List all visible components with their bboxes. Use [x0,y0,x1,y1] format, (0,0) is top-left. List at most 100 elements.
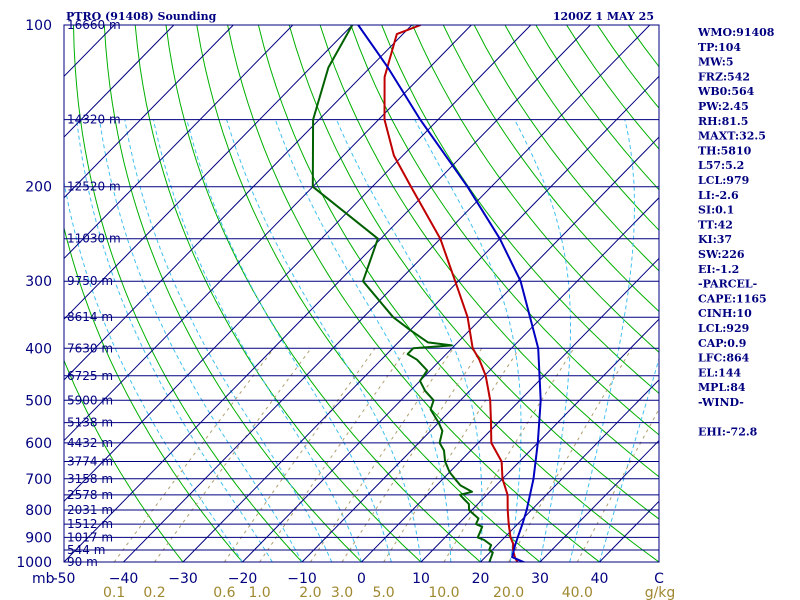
temperature-tick-label: 10 [412,571,430,587]
isotherm-line [123,25,651,562]
moist-adiabat-line [64,179,243,562]
height-label: 2578 m [67,488,113,502]
temperature-tick-label: 20 [472,571,490,587]
height-label: 544 m [67,543,105,557]
height-label: 12520 m [67,180,121,194]
moist-adiabat-line [153,119,362,562]
mixing-ratio-tick-label: 5.0 [372,585,394,600]
pressure-tick-label: 300 [25,274,52,290]
moist-adiabat-line [124,119,333,562]
temperature-tick-label: −30 [168,571,198,587]
mixing-ratio-tick-label: 0.1 [103,585,125,600]
isotherm-line [64,25,413,381]
moist-adiabat-line [569,119,635,562]
isotherm-line [182,75,659,562]
moist-adiabat-line [76,119,273,562]
height-label: 11030 m [67,232,121,246]
pressure-tick-label: 600 [25,436,52,452]
height-label: 2031 m [67,503,113,517]
stat-line: LI:-2.6 [698,189,739,202]
isotherm-line [64,25,175,138]
station-title: PTRO (91408) Sounding [66,10,217,23]
stat-line: CINH:10 [698,307,752,320]
mixing-ratio-tick-label: 0.6 [213,585,235,600]
stat-line: FRZ:542 [698,70,750,83]
mixing-ratio-tick-label: 0.2 [143,585,165,600]
stat-line: WB0:564 [697,85,755,98]
height-label: 3158 m [67,472,113,486]
moist-adiabat-line [274,119,452,562]
temperature-tick-label: 40 [591,571,609,587]
moist-adiabat-line [414,119,522,562]
pressure-tick-label: 200 [25,180,52,196]
height-label: 9750 m [67,274,113,288]
stat-line: EHI:-72.8 [698,426,758,439]
height-label: 1017 m [67,530,113,544]
stat-line: KI:37 [698,233,732,246]
temperature-tick-label: −10 [287,571,317,587]
temperature-tick-label: 30 [531,571,549,587]
height-label: 3774 m [67,455,113,469]
mixing-ratio-line [223,348,376,562]
isotherm-line [64,25,234,199]
mixing-ratio-unit-label: g/kg [645,585,676,600]
dry-adiabat-line [134,25,422,562]
stat-line: MW:5 [698,56,734,69]
height-label: 8614 m [67,310,113,324]
mixing-ratio-line [113,347,275,562]
height-label: 7630 m [67,341,113,355]
dewpoint-line [311,25,494,562]
temperature-tick-label: -50 [53,571,76,587]
isotherm-line [242,136,659,562]
moist-adiabat-line [514,119,571,562]
temperature-unit-label: C [654,571,664,587]
moist-adiabat-line [226,119,422,562]
stat-line: SW:226 [698,248,745,261]
stat-line: -WIND- [698,396,744,409]
pressure-tick-label: 1000 [16,555,52,571]
stat-line: L57:5.2 [698,159,744,172]
height-label: 5138 m [67,416,113,430]
height-label: 16660 m [67,18,121,32]
stat-line: TP:104 [698,41,741,54]
isotherm-line [64,25,532,503]
stat-line: LCL:929 [698,322,749,335]
pressure-tick-label: 800 [25,503,52,519]
stat-line: EI:-1.2 [698,263,739,276]
isotherm-line [64,25,353,320]
pressure-tick-label: 500 [25,393,52,409]
stat-line: SI:0.1 [698,204,734,217]
isotherm-line [64,25,294,260]
height-label: 90 m [67,555,98,569]
mixing-ratio-line [309,348,454,562]
moist-adiabat-line [99,119,303,562]
stat-line: RH:81.5 [698,115,748,128]
stat-line: CAP:0.9 [698,337,746,350]
isotherm-line [64,25,591,562]
pressure-unit-label: mb [32,571,55,587]
mixing-ratio-line [341,348,483,562]
sounding-datetime: 1200Z 1 MAY 25 [553,10,654,23]
mixing-ratio-tick-label: 20.0 [493,585,524,600]
stat-line: EL:144 [698,366,741,379]
moist-adiabat-line [186,119,392,562]
mixing-ratio-tick-label: 1.0 [248,585,270,600]
temperature-line [383,25,521,562]
dry-adiabat-line [782,25,800,562]
mixing-ratio-line [576,408,659,562]
stat-line: TH:5810 [698,144,752,157]
plot-frame [63,24,660,563]
pressure-tick-label: 100 [25,18,52,34]
mixing-ratio-tick-label: 40.0 [562,585,593,600]
pressure-tick-label: 400 [25,341,52,357]
stat-line: MAXT:32.5 [698,130,766,143]
stat-line: PW:2.45 [698,100,749,113]
temperature-tick-label: −40 [109,571,139,587]
pressure-tick-label: 900 [25,530,52,546]
height-label: 4432 m [67,436,113,450]
height-label: 14320 m [67,113,121,127]
parcel-line [357,25,542,562]
dry-adiabat-line [227,25,600,562]
